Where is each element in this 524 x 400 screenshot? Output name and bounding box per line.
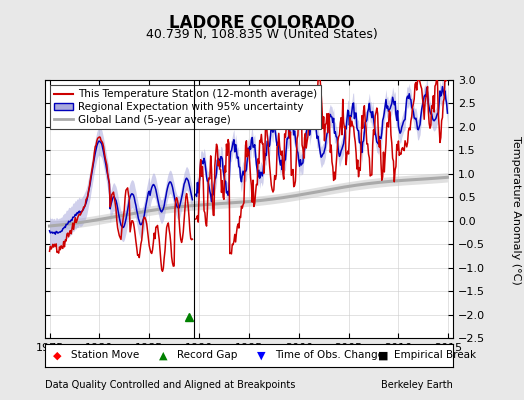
Text: Empirical Break: Empirical Break (394, 350, 476, 360)
Text: Record Gap: Record Gap (177, 350, 238, 360)
Text: 40.739 N, 108.835 W (United States): 40.739 N, 108.835 W (United States) (146, 28, 378, 41)
Text: Station Move: Station Move (71, 350, 139, 360)
Text: Berkeley Earth: Berkeley Earth (381, 380, 453, 390)
Text: ▲: ▲ (159, 350, 168, 360)
Text: ◆: ◆ (53, 350, 61, 360)
Text: Temperature Anomaly (°C): Temperature Anomaly (°C) (511, 136, 521, 284)
Legend: This Temperature Station (12-month average), Regional Expectation with 95% uncer: This Temperature Station (12-month avera… (50, 85, 321, 129)
Text: ▼: ▼ (257, 350, 266, 360)
Text: LADORE COLORADO: LADORE COLORADO (169, 14, 355, 32)
Text: Time of Obs. Change: Time of Obs. Change (276, 350, 385, 360)
Text: Data Quality Controlled and Aligned at Breakpoints: Data Quality Controlled and Aligned at B… (45, 380, 295, 390)
Text: ■: ■ (378, 350, 388, 360)
